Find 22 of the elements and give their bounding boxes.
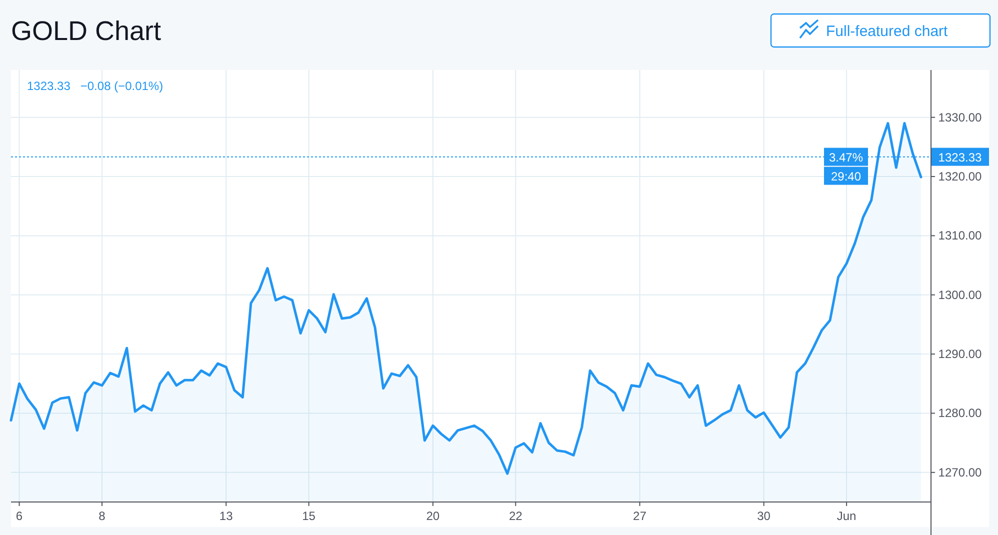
y-tick-label: 1330.00 — [938, 110, 982, 124]
y-tick-label: 1270.00 — [938, 465, 982, 480]
x-tick-label: 13 — [219, 509, 234, 523]
x-tick-label: 22 — [508, 509, 523, 523]
x-tick-label: 15 — [302, 509, 316, 523]
text: Full-featured chart — [826, 23, 949, 40]
y-tick-label: 1290.00 — [938, 347, 982, 362]
annotation: 1323.33 −0.08 (−0.01%) — [27, 79, 164, 93]
y-tick-label: 1280.00 — [938, 406, 982, 420]
x-tick-label: 20 — [426, 509, 440, 523]
chart-title: GOLD Chart — [11, 16, 162, 46]
y-tick-label: 1300.00 — [938, 288, 982, 302]
y-tick-label: 1320.00 — [938, 170, 982, 184]
ref-line-label: 1323.33 — [938, 150, 982, 164]
y-tick-label: 1310.00 — [938, 228, 982, 243]
annotation: 3.47% — [828, 150, 864, 164]
x-tick-label: 30 — [757, 509, 771, 523]
x-tick-label: 6 — [16, 509, 23, 523]
x-tick-label: 8 — [98, 509, 106, 523]
x-tick-label: 27 — [633, 509, 647, 523]
x-tick-label: Jun — [836, 509, 856, 523]
annotation: 29:40 — [830, 169, 862, 184]
